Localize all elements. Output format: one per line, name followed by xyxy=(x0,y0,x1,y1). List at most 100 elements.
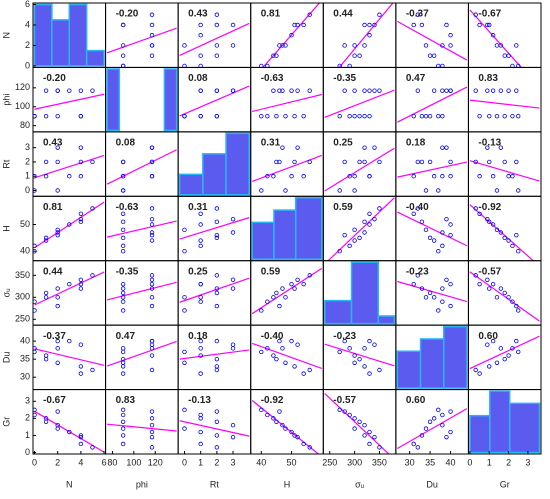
fit-line xyxy=(469,160,540,182)
correlation-label: -0.13 xyxy=(478,137,501,148)
fit-line xyxy=(469,99,540,109)
fit-line xyxy=(397,211,468,247)
scatter-point xyxy=(342,88,347,93)
scatter-point xyxy=(120,308,126,313)
scatter-point xyxy=(55,338,60,344)
scatter-point xyxy=(448,409,453,414)
scatter-point xyxy=(280,286,285,291)
scatter-point xyxy=(362,346,367,351)
scatter-point xyxy=(67,281,72,287)
scatter-point xyxy=(149,222,155,227)
scatter-point xyxy=(301,281,306,287)
fit-line xyxy=(179,22,250,56)
correlation-label: 0.47 xyxy=(116,331,136,342)
scatter-point xyxy=(352,53,357,58)
scatter-point xyxy=(198,371,203,376)
scatter-point xyxy=(149,43,155,48)
histogram-bar xyxy=(163,68,178,132)
scatter-point xyxy=(362,364,367,369)
scatter-point xyxy=(198,33,203,38)
scatter-point xyxy=(415,12,421,17)
scatter-point xyxy=(440,422,445,428)
histogram-bar xyxy=(51,19,71,67)
x-axis-label: phi xyxy=(136,479,148,489)
scatter-point xyxy=(502,113,507,119)
scatter-point xyxy=(230,434,236,440)
scatter-point xyxy=(198,338,203,344)
y-tick-label: 1 xyxy=(25,430,30,440)
scatter-point xyxy=(301,22,306,28)
scatter-point xyxy=(214,206,220,211)
correlation-label: -0.63 xyxy=(261,73,284,84)
scatter-point xyxy=(494,43,500,48)
scatter-point xyxy=(516,113,521,119)
scatter-point xyxy=(120,295,126,300)
scatter-point xyxy=(347,174,352,179)
scatter-point xyxy=(477,211,482,217)
scatter-point xyxy=(214,445,220,450)
scatter-point xyxy=(265,346,270,351)
scatter-point xyxy=(33,346,37,351)
scatter-point xyxy=(427,419,433,424)
scatter-point xyxy=(55,88,60,93)
scatter-point xyxy=(485,88,490,93)
scatter-point xyxy=(277,338,282,344)
scatter-point xyxy=(337,407,342,413)
cell xyxy=(251,267,323,315)
histogram-bar xyxy=(85,49,105,67)
scatter-point xyxy=(352,360,357,365)
scatter-point xyxy=(289,88,294,93)
scatter-point xyxy=(516,249,521,254)
scatter-point xyxy=(182,426,187,431)
scatter-point xyxy=(55,303,60,309)
scatter-point xyxy=(440,145,445,150)
correlation-label: 0.83 xyxy=(478,73,498,84)
scatter-point xyxy=(301,441,306,447)
scatter-point xyxy=(149,174,155,179)
histogram-bar xyxy=(225,132,250,196)
scatter-point xyxy=(514,338,519,344)
scatter-point xyxy=(33,174,37,179)
cell xyxy=(469,390,541,454)
y-axis-label: Gr xyxy=(1,417,11,427)
y-tick-label: 250 xyxy=(15,314,30,324)
scatter-point xyxy=(149,277,155,282)
scatter-point xyxy=(490,281,496,287)
scatter-point xyxy=(214,290,220,296)
scatter-point xyxy=(90,206,95,211)
scatter-point xyxy=(198,416,203,421)
scatter-point xyxy=(295,22,300,28)
scatter-point xyxy=(347,412,352,418)
x-axis-label: N xyxy=(66,479,73,489)
scatter-point xyxy=(33,299,37,304)
scatter-point xyxy=(277,409,282,414)
scatter-point xyxy=(301,113,306,119)
scatter-point xyxy=(120,249,126,254)
scatter-point xyxy=(55,188,60,193)
scatter-point xyxy=(198,211,203,217)
scatter-point xyxy=(259,407,264,413)
scatter-point xyxy=(490,338,496,344)
correlation-label: 0.08 xyxy=(116,137,136,148)
scatter-point xyxy=(431,88,437,93)
scatter-point xyxy=(510,113,515,119)
scatter-point xyxy=(372,22,377,28)
scatter-point xyxy=(342,409,347,414)
scatter-point xyxy=(78,433,84,438)
fit-line xyxy=(327,197,395,261)
cell xyxy=(33,3,105,67)
scatter-point xyxy=(149,22,155,28)
cell xyxy=(179,407,250,450)
scatter-point xyxy=(274,113,279,119)
scatter-point xyxy=(259,308,264,313)
scatter-point xyxy=(277,88,282,93)
scatter-point xyxy=(427,53,433,58)
fit-line xyxy=(397,86,468,123)
histogram-bar xyxy=(396,350,422,389)
scatter-point xyxy=(283,360,288,365)
correlation-label: -0.37 xyxy=(43,331,66,342)
correlation-label: -0.67 xyxy=(43,395,66,406)
scatter-point xyxy=(289,338,294,344)
scatter-point xyxy=(419,286,425,291)
scatter-point xyxy=(423,426,429,431)
